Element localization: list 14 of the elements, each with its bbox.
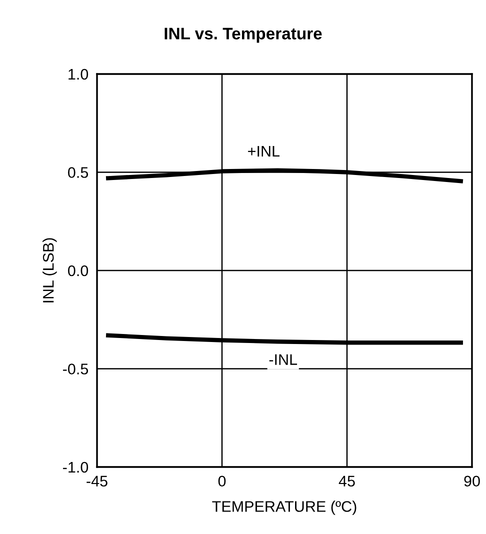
y-tick-label: 1.0 [68,68,88,80]
x-tick-label: 90 [464,476,480,487]
y-axis-title: INL (LSB) [42,238,57,302]
y-tick-label: -0.5 [63,364,88,374]
x-tick-label: 0 [218,476,226,487]
y-tick-label: 0.0 [68,265,88,276]
x-axis-title: TEMPERATURE (ºC) [212,500,356,515]
y-tick-label: -1.0 [63,462,88,473]
chart-title: INL vs. Temperature [164,28,322,43]
y-tick-label: 0.5 [68,167,88,178]
x-tick-label: -45 [86,476,108,487]
annotation: -INL [269,354,298,365]
x-tick-label: 45 [338,476,355,487]
annotation: +INL [248,146,280,157]
